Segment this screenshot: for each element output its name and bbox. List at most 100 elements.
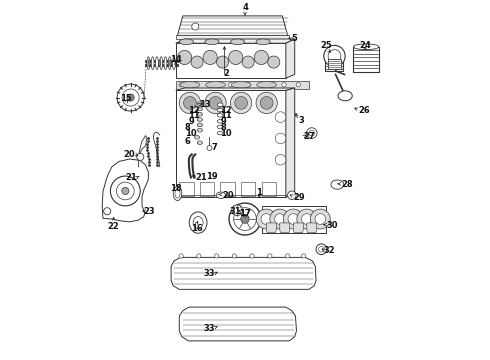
Text: 12: 12	[220, 105, 232, 114]
Ellipse shape	[256, 39, 270, 45]
Circle shape	[261, 214, 271, 224]
Text: 20: 20	[123, 150, 135, 159]
Circle shape	[122, 89, 139, 106]
Ellipse shape	[325, 52, 343, 56]
Circle shape	[184, 96, 196, 109]
Circle shape	[315, 214, 326, 224]
Circle shape	[122, 188, 129, 194]
Ellipse shape	[151, 57, 154, 69]
Text: 33: 33	[203, 269, 215, 278]
Ellipse shape	[164, 57, 167, 69]
Text: 26: 26	[359, 105, 370, 114]
Ellipse shape	[197, 102, 202, 105]
Circle shape	[318, 246, 324, 252]
Circle shape	[256, 92, 277, 113]
Text: 18: 18	[170, 184, 182, 193]
Bar	[328, 59, 341, 69]
Text: 11: 11	[188, 111, 200, 120]
Ellipse shape	[189, 212, 207, 233]
Text: 14: 14	[170, 55, 182, 64]
Polygon shape	[176, 88, 294, 90]
Circle shape	[209, 96, 222, 109]
Circle shape	[179, 254, 183, 258]
Circle shape	[241, 215, 249, 223]
Text: 10: 10	[220, 129, 232, 138]
Ellipse shape	[197, 118, 202, 121]
Text: 22: 22	[108, 222, 120, 231]
Ellipse shape	[197, 107, 202, 111]
Circle shape	[110, 176, 140, 206]
Circle shape	[229, 203, 261, 235]
Circle shape	[207, 145, 212, 150]
Ellipse shape	[206, 82, 225, 88]
Polygon shape	[286, 88, 294, 197]
Circle shape	[229, 83, 233, 87]
Bar	[241, 182, 255, 196]
Ellipse shape	[217, 120, 223, 123]
Circle shape	[301, 214, 312, 224]
Circle shape	[196, 254, 201, 258]
Ellipse shape	[172, 57, 175, 69]
Bar	[220, 182, 235, 196]
Circle shape	[288, 191, 296, 199]
Polygon shape	[176, 35, 290, 39]
Circle shape	[104, 208, 111, 215]
Ellipse shape	[331, 180, 343, 189]
Ellipse shape	[205, 39, 219, 45]
Ellipse shape	[193, 217, 203, 229]
Circle shape	[192, 23, 199, 30]
Circle shape	[275, 133, 286, 144]
Ellipse shape	[197, 129, 202, 132]
Text: 7: 7	[211, 143, 217, 152]
Text: 8: 8	[220, 123, 226, 132]
Circle shape	[217, 56, 229, 68]
Text: 11: 11	[220, 111, 232, 120]
Ellipse shape	[159, 59, 161, 67]
Circle shape	[268, 254, 272, 258]
Text: 4: 4	[242, 3, 248, 12]
Circle shape	[179, 83, 183, 87]
Circle shape	[246, 83, 251, 87]
Circle shape	[270, 209, 290, 229]
Circle shape	[328, 50, 341, 62]
Text: 9: 9	[220, 117, 226, 126]
Circle shape	[306, 128, 317, 138]
Ellipse shape	[170, 59, 172, 67]
Text: 8: 8	[185, 123, 191, 132]
Circle shape	[235, 96, 247, 109]
Ellipse shape	[195, 136, 199, 139]
Polygon shape	[179, 307, 296, 341]
Circle shape	[283, 209, 303, 229]
Text: 2: 2	[224, 69, 230, 78]
Ellipse shape	[216, 192, 225, 198]
Circle shape	[254, 50, 269, 64]
Bar	[262, 182, 276, 196]
Circle shape	[127, 94, 134, 101]
Ellipse shape	[217, 125, 223, 129]
Text: 17: 17	[239, 209, 251, 218]
Text: 31: 31	[230, 207, 242, 216]
Ellipse shape	[217, 131, 223, 135]
Text: 24: 24	[359, 41, 371, 50]
Circle shape	[297, 209, 317, 229]
Text: 5: 5	[291, 35, 297, 44]
Circle shape	[301, 254, 306, 258]
Text: 19: 19	[206, 172, 218, 181]
Circle shape	[177, 50, 192, 64]
Bar	[325, 54, 343, 71]
Text: 28: 28	[341, 180, 352, 189]
Circle shape	[211, 83, 215, 87]
Circle shape	[205, 92, 226, 113]
Text: 9: 9	[188, 117, 194, 126]
Text: 12: 12	[188, 105, 200, 114]
Polygon shape	[280, 223, 290, 233]
Circle shape	[309, 130, 315, 136]
Bar	[353, 47, 379, 72]
Polygon shape	[266, 223, 276, 233]
Ellipse shape	[147, 57, 150, 69]
Ellipse shape	[197, 112, 202, 116]
Bar	[179, 182, 194, 196]
Circle shape	[234, 208, 256, 230]
Text: 30: 30	[327, 221, 338, 230]
Text: 15: 15	[120, 94, 132, 103]
